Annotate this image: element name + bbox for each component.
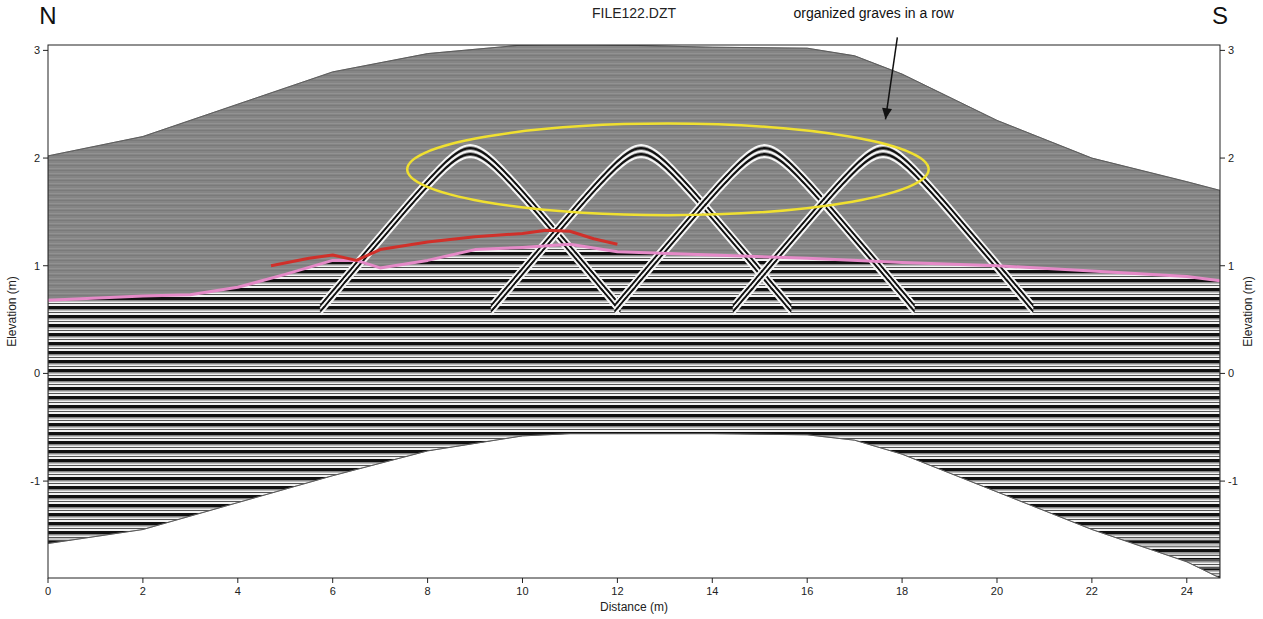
annotation-arrow [885,37,897,119]
hyperbola-band [615,157,915,315]
hyperbola-band [320,151,620,309]
y2-tick-label: -1 [1228,475,1238,487]
y-tick-label: 1 [34,260,40,272]
y2-tick [1220,373,1225,374]
hyperbola-band [733,145,1033,303]
interface-line [48,244,1220,300]
section-outline [48,45,1220,578]
grave-hyperbola [733,145,1033,315]
y-tick-label: 0 [34,367,40,379]
hyperbola-band [733,151,1033,309]
y-tick [43,158,48,159]
y-tick [43,373,48,374]
x-tick-label: 20 [991,585,1003,597]
y2-tick [1220,50,1225,51]
x-tick-label: 8 [425,585,431,597]
x-tick [427,578,428,583]
x-axis-title: Distance (m) [600,600,668,614]
y-tick-label: 3 [34,44,40,56]
noise-band [48,559,1220,562]
frame [48,45,1220,578]
grave-hyperbola [615,145,915,315]
plot-area [48,45,1220,578]
x-tick [48,578,49,583]
y2-tick-label: 2 [1228,152,1234,164]
annotation-arrowhead [882,108,892,120]
section-edge [48,45,1220,190]
x-tick-label: 0 [45,585,51,597]
interface-line [271,230,617,266]
hyperbola-band [491,151,791,309]
hyperbola-band [615,151,915,309]
x-tick-label: 2 [140,585,146,597]
hyperbola-band [615,145,915,303]
stratified-reflections [48,45,1220,578]
hyperbola-band [733,157,1033,315]
noise-band [48,552,1220,555]
x-tick-label: 6 [330,585,336,597]
hyperbola-band [615,154,915,312]
chart: 024681012141618202224-10123-10123Distanc… [0,0,1263,619]
hyperbola-band [733,148,1033,306]
x-tick [1186,578,1187,583]
x-tick [712,578,713,583]
x-tick [902,578,903,583]
y-tick-label: 2 [34,152,40,164]
y-tick [43,50,48,51]
x-tick [1091,578,1092,583]
title: FILE122.DZT [592,5,676,21]
noise-band [48,566,1220,569]
x-tick-label: 24 [1181,585,1193,597]
radar-section [48,45,1220,578]
x-tick [617,578,618,583]
x-tick-label: 16 [801,585,813,597]
x-tick [996,578,997,583]
direction-label: S [1212,2,1228,29]
x-tick-label: 10 [516,585,528,597]
noise-band [48,545,1220,548]
x-tick [142,578,143,583]
annotation-ellipse [407,124,928,216]
y2-tick [1220,481,1225,482]
y-tick [43,265,48,266]
annotation-text: organized graves in a row [793,5,954,21]
x-tick [237,578,238,583]
y-axis-title: Elevation (m) [5,276,19,347]
y2-tick-label: 1 [1228,260,1234,272]
direction-label: N [39,2,56,29]
y2-tick-label: 0 [1228,367,1234,379]
hyperbola-band [320,145,620,303]
x-tick-label: 14 [706,585,718,597]
x-tick-label: 4 [235,585,241,597]
x-tick [522,578,523,583]
y-tick [43,481,48,482]
grave-hyperbola [320,145,620,315]
y2-tick-label: 3 [1228,44,1234,56]
section-edge [48,434,1220,578]
x-tick [332,578,333,583]
x-tick-label: 12 [611,585,623,597]
x-tick-label: 22 [1086,585,1098,597]
y2-tick [1220,158,1225,159]
noise-band [48,538,1220,541]
y2-tick [1220,265,1225,266]
hyperbola-band [320,148,620,306]
hyperbola-band [615,148,915,306]
y2-axis-title: Elevation (m) [1241,276,1255,347]
hyperbola-band [733,154,1033,312]
lower-section [48,45,1220,578]
x-tick-label: 18 [896,585,908,597]
x-tick [807,578,808,583]
y-tick-label: -1 [30,475,40,487]
noise-band [48,573,1220,576]
